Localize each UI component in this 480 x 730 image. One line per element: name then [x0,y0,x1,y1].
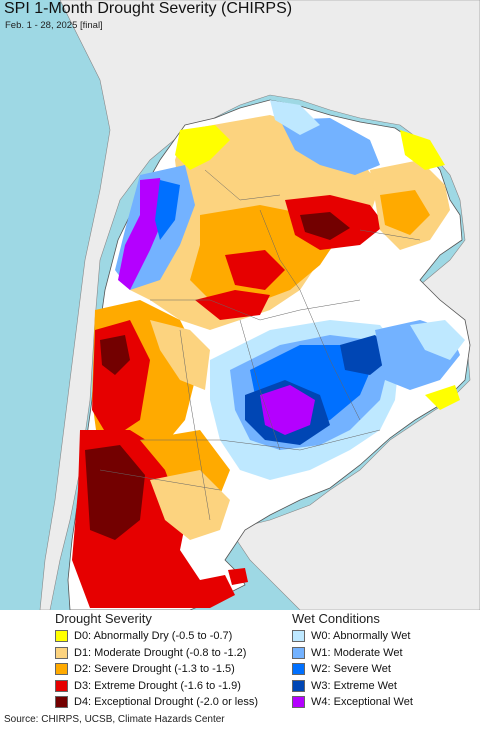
legend-label-d2: D2: Severe Drought (-1.3 to -1.5) [74,663,235,676]
swatch-d3 [55,679,68,692]
drought-map [0,0,480,610]
admin-boundaries [99,169,421,521]
legend-label-w0: W0: Abnormally Wet [311,630,411,643]
legend-item-w3: W3: Extreme Wet [292,678,413,695]
d4-chaco [300,212,350,240]
swatch-d4 [55,696,68,709]
d4-west [100,335,130,375]
swatch-w2 [292,663,305,676]
legend-label-d0: D0: Abnormally Dry (-0.5 to -0.7) [74,630,233,643]
d3-center [225,250,285,290]
swatch-w3 [292,679,305,692]
legend-label-w4: W4: Exceptional Wet [311,696,413,709]
w2-andes [155,180,180,240]
map-title: SPI 1-Month Drought Severity (CHIRPS) [4,0,293,17]
legend-drought: Drought Severity D0: Abnormally Dry (-0.… [55,610,258,711]
legend-item-d0: D0: Abnormally Dry (-0.5 to -0.7) [55,628,258,645]
w4-andes [118,178,165,290]
surrounding-land [39,0,480,610]
w0-uruguay [410,320,465,360]
legend-label-d4: D4: Exceptional Drought (-2.0 or less) [74,696,259,709]
d1-west [150,320,210,390]
legend-label-w3: W3: Extreme Wet [311,679,397,692]
swatch-d2 [55,663,68,676]
d0-north [175,125,230,170]
legend-item-d1: D1: Moderate Drought (-0.8 to -1.2) [55,645,258,662]
source-credit: Source: CHIRPS, UCSB, Climate Hazards Ce… [4,714,225,725]
legend-item-w1: W1: Moderate Wet [292,645,413,662]
legend-drought-heading: Drought Severity [55,611,152,626]
legend-label-w1: W1: Moderate Wet [311,646,403,659]
d0-uruguay [425,385,460,410]
w0-bolivia [270,100,320,135]
legend-label-w2: W2: Severe Wet [311,663,391,676]
legend-label-d3: D3: Extreme Drought (-1.6 to -1.9) [74,679,241,692]
d3-tierra [228,568,248,585]
legend-item-w4: W4: Exceptional Wet [292,694,413,711]
legend-item-d2: D2: Severe Drought (-1.3 to -1.5) [55,661,258,678]
w4-pampas [260,385,315,435]
swatch-d0 [55,630,68,643]
d3-strip [195,290,270,320]
legend-wet: Wet Conditions W0: Abnormally Wet W1: Mo… [292,610,413,711]
legend-wet-heading: Wet Conditions [292,611,380,626]
legend: Drought Severity D0: Abnormally Dry (-0.… [0,610,480,710]
legend-item-d4: D4: Exceptional Drought (-2.0 or less) [55,694,258,711]
legend-label-d1: D1: Moderate Drought (-0.8 to -1.2) [74,646,247,659]
swatch-w1 [292,646,305,659]
swatch-w0 [292,630,305,643]
d0-ne [400,130,445,170]
legend-item-d3: D3: Extreme Drought (-1.6 to -1.9) [55,678,258,695]
swatch-w4 [292,696,305,709]
d4-south [85,445,145,540]
legend-item-w2: W2: Severe Wet [292,661,413,678]
d2-east [380,190,430,235]
d1-south [150,470,230,540]
map-subtitle: Feb. 1 - 28, 2025 [final] [5,20,103,31]
swatch-d1 [55,646,68,659]
legend-item-w0: W0: Abnormally Wet [292,628,413,645]
